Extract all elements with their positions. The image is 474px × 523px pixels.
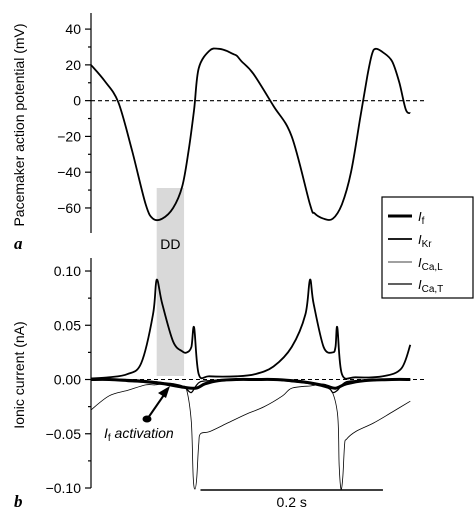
panel-b-y-axis-label: Ionic current (nA) — [11, 321, 27, 428]
time-scale-bar: 0.2 s — [200, 489, 383, 510]
dd-label: DD — [160, 236, 180, 252]
scale-bar-label: 0.2 s — [277, 494, 307, 510]
panel-b-y-tick-label: 0.10 — [54, 263, 81, 279]
panel-a-y-tick-label: −60 — [57, 200, 81, 216]
panel-a-y-tick-label: −40 — [57, 164, 81, 180]
panel-b-y-ticks: 0.10 0.05 0.00 −0.05 −0.10 — [46, 263, 91, 496]
ikr-line — [90, 278, 412, 380]
legend-entry-ical: ICa,L — [418, 255, 443, 273]
ical-line — [90, 383, 411, 490]
panel-a-y-tick-label: 40 — [65, 21, 81, 37]
if-activation-label: If activation — [104, 425, 174, 444]
panel-a-y-tick-label: 0 — [73, 93, 81, 109]
legend-entry-if: If — [418, 209, 425, 227]
action-potential-line — [90, 47, 411, 222]
panel-a-y-tick-label: 20 — [65, 57, 81, 73]
if-activation-arrowhead-icon — [158, 386, 170, 398]
panel-a-label: a — [14, 234, 23, 253]
panel-b-y-tick-label: −0.05 — [46, 426, 82, 442]
legend-entry-icat: ICa,T — [418, 277, 443, 295]
icat-line — [91, 378, 411, 394]
dd-shaded-band — [156, 188, 185, 376]
if-activation-annotation: If activation — [104, 386, 174, 444]
panel-a-series — [90, 47, 411, 222]
panel-b-y-tick-label: 0.05 — [54, 317, 81, 333]
panel-b-series — [90, 278, 412, 490]
legend-entry-ikr: IKr — [418, 232, 432, 250]
if-activation-arrow-tail-icon — [142, 415, 152, 423]
panel-a-y-ticks: 40 20 0 −20 −40 −60 — [57, 21, 91, 216]
legend: If IKr ICa,L ICa,T — [381, 196, 474, 299]
panel-a-y-axis-label: Pacemaker action potential (mV) — [11, 23, 27, 226]
panel-b-label: b — [14, 492, 23, 511]
panel-a-y-tick-label: −20 — [57, 128, 81, 144]
panel-b-y-tick-label: −0.10 — [46, 480, 82, 496]
if-activation-arrow-shaft — [147, 391, 167, 419]
panel-b-y-tick-label: 0.00 — [54, 372, 81, 388]
legend-box — [381, 196, 474, 299]
